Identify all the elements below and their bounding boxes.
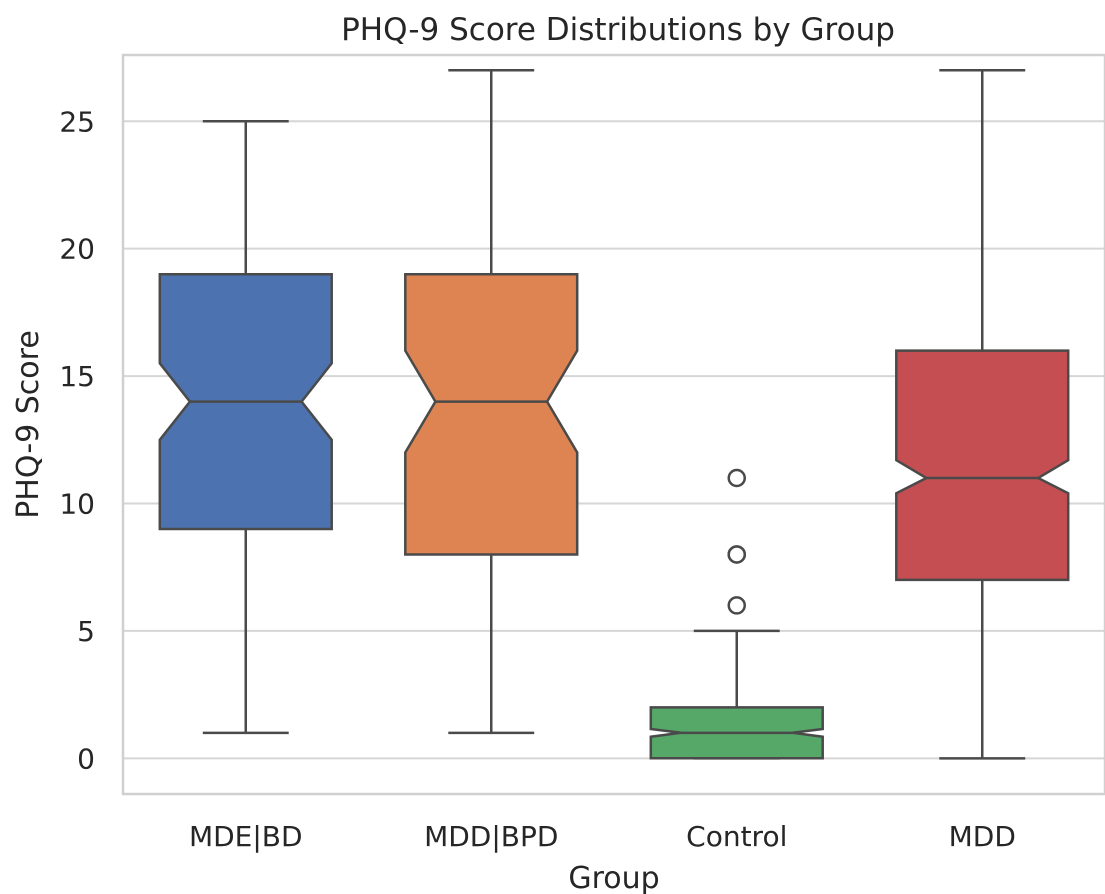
y-tick-label: 25	[59, 105, 95, 138]
x-tick-label: MDD	[949, 820, 1016, 853]
box-group-3	[895, 69, 1070, 760]
x-tick-label: MDD|BPD	[424, 820, 558, 853]
x-tick-label: MDE|BD	[189, 820, 303, 853]
outlier-point	[727, 468, 746, 488]
y-axis-label: PHQ-9 Score	[11, 330, 46, 519]
y-tick-labels: 0 5 10 15 20 25	[59, 105, 95, 775]
box-group-0	[158, 120, 333, 735]
y-tick-label: 10	[59, 487, 95, 520]
y-tick-label: 0	[77, 742, 95, 775]
box-body	[895, 349, 1070, 582]
y-tick-label: 15	[59, 360, 95, 393]
plot-frame	[121, 53, 1105, 796]
outlier-point	[727, 596, 746, 615]
outlier-point	[727, 545, 746, 564]
box-body	[404, 272, 579, 556]
x-tick-label: Control	[686, 820, 787, 853]
box-group-1	[404, 69, 579, 735]
x-axis-label: Group	[568, 861, 659, 894]
y-tick-label: 20	[59, 233, 95, 266]
chart-title: PHQ-9 Score Distributions by Group	[341, 12, 895, 48]
x-tick-labels: MDE|BD MDD|BPD Control MDD	[189, 820, 1016, 853]
y-tick-label: 5	[77, 615, 95, 648]
boxes	[158, 69, 1070, 760]
box-group-2	[649, 468, 824, 760]
